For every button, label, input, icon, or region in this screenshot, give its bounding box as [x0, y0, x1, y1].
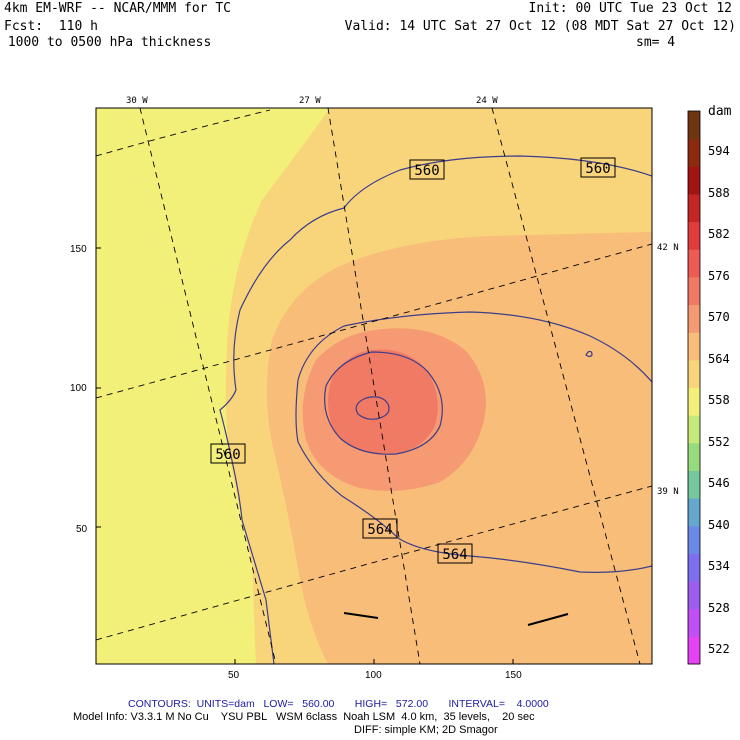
colorbar-cell: [688, 359, 700, 388]
colorbar-value: 546: [708, 476, 730, 491]
colorbar-value: 534: [708, 559, 730, 574]
diff-info: DIFF: simple KM; 2D Smagor: [354, 724, 498, 736]
colorbar-cell: [688, 332, 700, 361]
colorbar-value: 564: [708, 351, 730, 366]
x-tick-label: 50: [228, 670, 240, 681]
lat-label-42n: 42 N: [657, 243, 679, 253]
filled-contours: [96, 108, 652, 664]
colorbar-value: 582: [708, 227, 730, 242]
x-tick-label: 150: [505, 670, 522, 681]
colorbar-value: 594: [708, 144, 730, 159]
wind-barbs: [343, 612, 569, 626]
contour-572: [355, 396, 390, 420]
colorbar-cell: [688, 525, 700, 554]
colorbar-cell: [688, 387, 700, 416]
colorbar-value: 540: [708, 517, 730, 532]
lat-lon-grid: [96, 108, 652, 664]
colorbar-cell: [688, 498, 700, 527]
contour-label: 564: [442, 547, 467, 563]
fill-band-572: [328, 349, 438, 454]
contour-568: [324, 351, 443, 455]
colorbar-cell: [688, 608, 700, 637]
model-title: 4km EM-WRF -- NCAR/MMM for TC: [4, 1, 231, 16]
contour-label-box: [210, 443, 246, 464]
field-name: 1000 to 0500 hPa thickness: [0, 35, 212, 50]
contour-lines: [219, 155, 652, 664]
contour-label-box: [580, 157, 616, 178]
y-tick-label: 50: [76, 524, 88, 535]
colorbar-cell: [688, 636, 700, 665]
longitude-labels: 30 W 27 W 24 W: [126, 96, 498, 106]
x-tick-label: 100: [365, 670, 382, 681]
parallel-45n: [96, 109, 271, 157]
colorbar-cell: [688, 276, 700, 306]
colorbar-cell: [688, 470, 700, 499]
colorbar-cell: [688, 415, 700, 444]
contour-labels: 560 560 560 564 564: [210, 157, 616, 564]
forecast-hour: Fcst: 110 h: [4, 19, 98, 34]
parallel-42n: [96, 243, 652, 399]
wind-barb: [343, 612, 379, 619]
meridian-24w: [491, 108, 641, 664]
model-info: Model Info: V3.3.1 M No Cu YSU PBL WSM 6…: [73, 711, 535, 723]
colorbar-value: 552: [708, 434, 730, 449]
valid-time: Valid: 14 UTC Sat 27 Oct 12 (08 MDT Sat …: [344, 19, 736, 34]
colorbar-value: 558: [708, 393, 730, 408]
colorbar-value: 522: [708, 642, 730, 657]
lon-label-27w: 27 W: [299, 96, 321, 106]
contour-568-small: [585, 350, 593, 358]
y-tick-label: 150: [70, 244, 87, 255]
colorbar-cell: [688, 249, 700, 278]
colorbar-frame: [687, 110, 701, 665]
contour-label: 564: [367, 522, 392, 538]
contour-info: CONTOURS: UNITS=dam LOW= 560.00 HIGH= 57…: [128, 698, 549, 710]
contour-label-box: [409, 159, 445, 180]
colorbar-cell: [688, 221, 700, 250]
colorbar-cell: [688, 442, 700, 471]
colorbar-cell: [688, 166, 700, 195]
colorbar-cell: [688, 553, 700, 582]
lon-label-24w: 24 W: [476, 96, 498, 106]
latitude-labels: 42 N 39 N: [657, 243, 679, 497]
meridian-30w: [139, 108, 277, 664]
colorbar-value: 528: [708, 600, 730, 615]
wind-barb: [527, 613, 569, 626]
contour-label: 560: [414, 163, 439, 179]
init-time: Init: 00 UTC Tue 23 Oct 12: [528, 1, 733, 16]
colorbar-cells: [688, 111, 700, 665]
axis-ticks: 150 100 50 50 100 150: [70, 244, 522, 681]
lon-label-30w: 30 W: [126, 96, 148, 106]
contour-564: [295, 311, 652, 573]
smoothing-value: sm= 4: [636, 35, 676, 50]
colorbar-cell: [688, 193, 700, 223]
meridian-27w: [327, 108, 421, 664]
parallel-39n: [96, 485, 652, 641]
colorbar-value: 570: [708, 310, 730, 325]
contour-560: [219, 155, 652, 664]
colorbar-cell: [688, 581, 700, 610]
colorbar-unit: dam: [708, 104, 732, 119]
contour-label: 560: [215, 447, 240, 463]
contour-label: 560: [585, 161, 610, 177]
contour-label-box: [437, 543, 473, 564]
lat-label-39n: 39 N: [657, 487, 679, 497]
colorbar-value: 576: [708, 268, 730, 283]
contour-label-box: [362, 518, 398, 539]
colorbar: [687, 110, 701, 665]
colorbar-cell: [688, 304, 700, 333]
y-tick-label: 100: [70, 383, 87, 394]
colorbar-value: 588: [708, 185, 730, 200]
colorbar-cell: [688, 138, 700, 167]
colorbar-cell: [688, 111, 700, 140]
